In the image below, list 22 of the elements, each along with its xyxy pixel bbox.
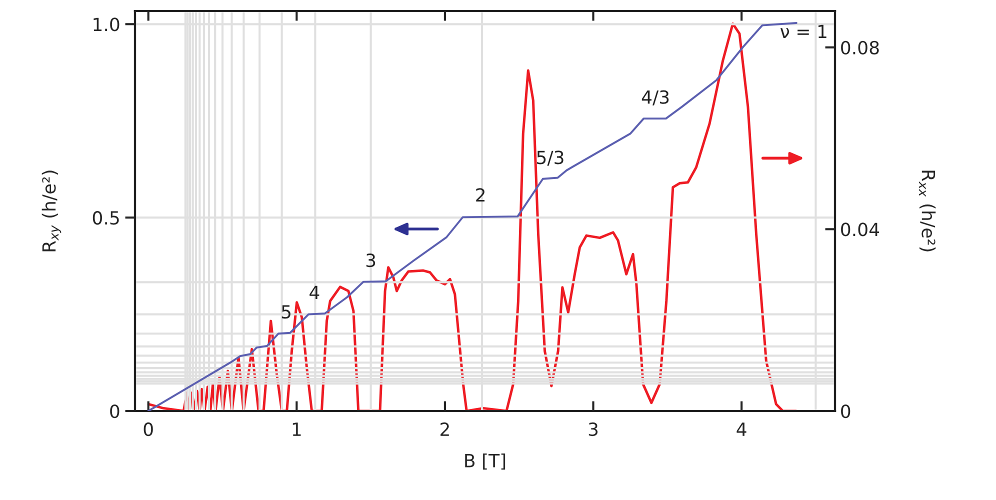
- x-tick-label: 1: [292, 422, 301, 436]
- annotation: 4/3: [642, 90, 669, 106]
- annotation: 2: [476, 188, 484, 202]
- y-tick-label: 0.5: [92, 211, 119, 225]
- annotation: 4: [310, 286, 320, 300]
- line-series: [147, 22, 798, 411]
- y-tick-label: 1.0: [94, 18, 120, 32]
- x-tick-label: 3: [588, 422, 598, 436]
- y2-tick-label: 0: [841, 404, 850, 418]
- x-axis-title: B [T]: [465, 453, 506, 470]
- y2-tick-label: 0.08: [841, 40, 879, 54]
- x-tick-label: 4: [736, 422, 746, 436]
- y2-axis-title: R$_{xx}$ (h/e²): [918, 170, 936, 252]
- annotation: ν = 1: [780, 24, 826, 38]
- y2-tick-label: 0.04: [841, 222, 880, 236]
- annotation: 5/3: [537, 150, 564, 166]
- x-tick-label: 0: [144, 422, 153, 436]
- annotation: 3: [366, 254, 376, 268]
- y-axis-title: R$_{xy}$ (h/e²): [42, 170, 62, 252]
- y-tick-label: 0: [110, 404, 120, 418]
- annotation: 5: [282, 305, 290, 319]
- x-tick-label: 2: [440, 422, 449, 436]
